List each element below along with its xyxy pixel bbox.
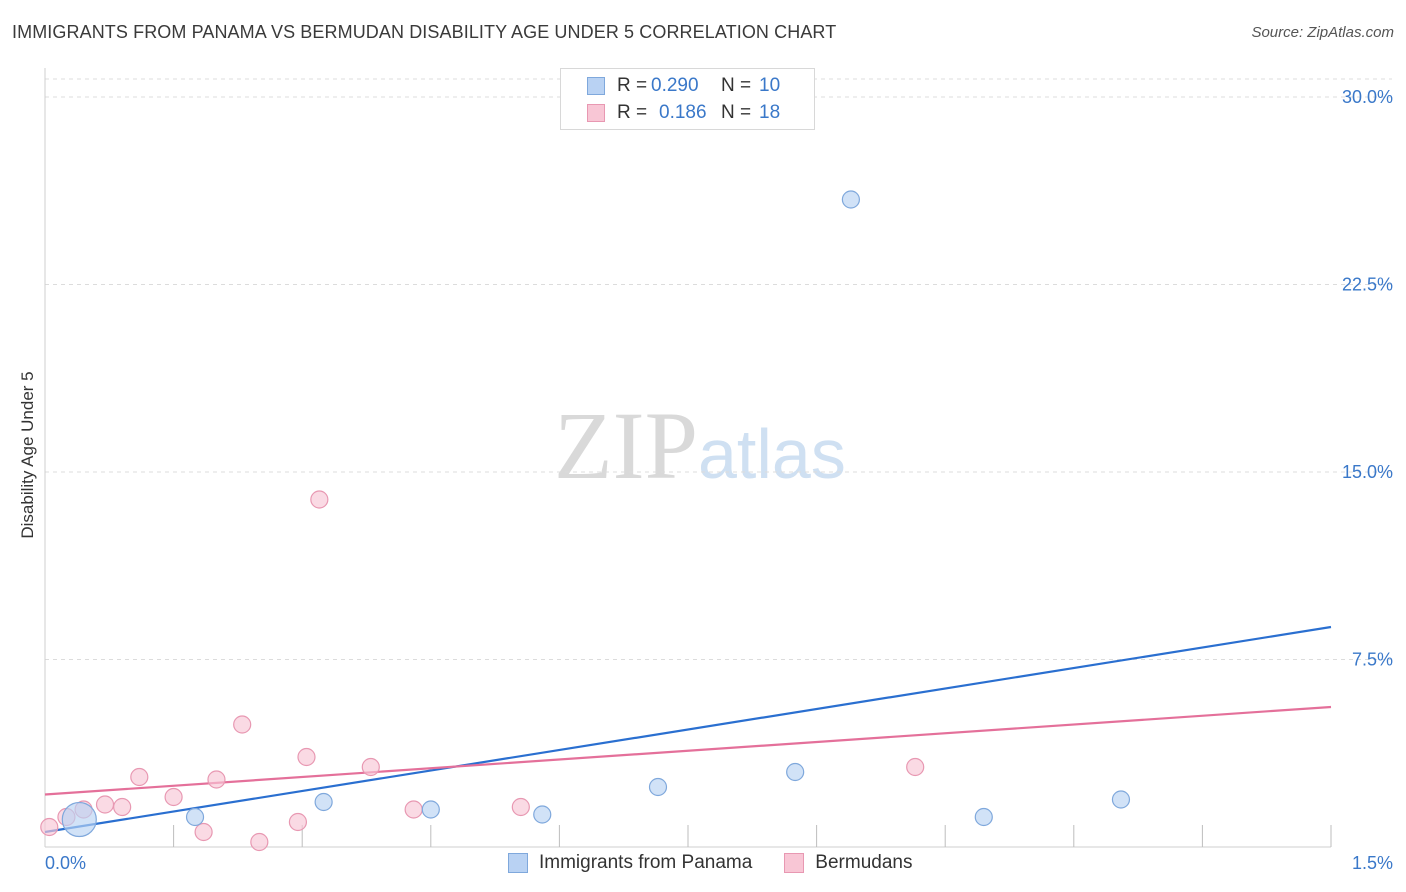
trend-layer (44, 625, 1332, 834)
blue-swatch-icon (587, 77, 605, 95)
point-layer (40, 190, 1131, 852)
data-point-blue (314, 792, 333, 812)
data-point-pink (906, 757, 925, 777)
data-point-blue (533, 805, 552, 824)
data-point-pink (511, 797, 530, 817)
correlation-legend: R = 0.290 N = 10 R = 0.186 N = 18 (560, 68, 815, 130)
data-point-blue (61, 801, 97, 838)
y-tick-label: 7.5% (1352, 650, 1393, 670)
watermark-atlas: atlas (698, 415, 846, 493)
legend-label-panama: Immigrants from Panama (539, 852, 753, 873)
n-value: 18 (759, 102, 781, 123)
data-point-pink (361, 757, 380, 777)
data-point-pink (113, 797, 132, 817)
data-point-blue (786, 762, 805, 782)
n-value: 10 (759, 75, 781, 96)
data-point-pink (207, 770, 226, 789)
chart-title: IMMIGRANTS FROM PANAMA VS BERMUDAN DISAB… (12, 22, 837, 42)
data-point-pink (95, 795, 115, 814)
r-label: R = (617, 75, 648, 96)
blue-swatch-icon (508, 853, 528, 873)
x-tick-label: 0.0% (45, 853, 86, 873)
data-point-blue (1111, 790, 1131, 809)
data-point-blue (421, 800, 440, 819)
y-tick-label: 22.5% (1342, 275, 1393, 295)
r-value: 0.290 (651, 75, 699, 96)
y-axis-label: Disability Age Under 5 (18, 371, 37, 539)
data-point-pink (310, 490, 329, 509)
data-point-blue (648, 777, 668, 797)
y-tick-label: 30.0% (1342, 87, 1393, 107)
data-point-pink (164, 787, 183, 807)
x-tick-label: 1.5% (1352, 853, 1393, 873)
legend-row-bermudans: R = 0.186 N = 18 (587, 101, 780, 125)
legend-row-panama: R = 0.290 N = 10 (587, 74, 780, 98)
n-label: N = (721, 75, 752, 96)
legend-item-bermudans: Bermudans (784, 852, 912, 874)
trend-line-blue (44, 625, 1332, 834)
r-value: 0.186 (659, 102, 707, 123)
r-label: R = (617, 102, 648, 123)
pink-swatch-icon (587, 104, 605, 122)
y-tick-label: 15.0% (1342, 462, 1393, 482)
grid-layer (45, 78, 1392, 660)
watermark-zip: ZIP (554, 392, 698, 499)
data-point-pink (297, 747, 316, 767)
data-point-blue (841, 190, 860, 209)
data-point-blue (974, 807, 993, 827)
n-label: N = (721, 102, 752, 123)
legend-item-panama: Immigrants from Panama (508, 852, 752, 874)
watermark: ZIPatlas (554, 398, 846, 494)
pink-swatch-icon (784, 853, 805, 873)
data-point-pink (40, 817, 59, 837)
series-legend: Immigrants from Panama Bermudans (508, 852, 912, 874)
legend-label-bermudans: Bermudans (815, 852, 913, 873)
data-point-pink (250, 832, 269, 852)
tick-label-layer: 7.5% 15.0% 22.5% 30.0% 0.0% 1.5% (45, 87, 1393, 873)
data-point-pink (194, 822, 213, 842)
trend-line-pink (44, 705, 1332, 796)
source-label: Source: ZipAtlas.com (1251, 24, 1394, 41)
data-point-blue (185, 807, 205, 827)
data-point-pink (404, 800, 423, 819)
data-point-pink (130, 767, 149, 787)
data-point-pink (288, 812, 308, 832)
data-point-pink (233, 715, 252, 734)
